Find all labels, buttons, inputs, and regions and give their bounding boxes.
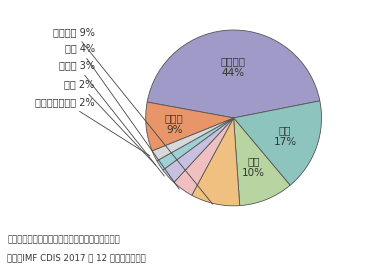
Wedge shape: [147, 30, 320, 118]
Text: 英国 2%: 英国 2%: [65, 80, 155, 165]
Text: 備考：中国は、香港の値を含んだ数値にて算出。: 備考：中国は、香港の値を含んだ数値にて算出。: [7, 235, 120, 244]
Wedge shape: [174, 118, 234, 195]
Text: ロシア 3%: ロシア 3%: [59, 60, 164, 176]
Wedge shape: [157, 118, 234, 170]
Text: 日本 4%: 日本 4%: [65, 43, 179, 189]
Text: 米国
17%: 米国 17%: [273, 125, 297, 147]
Text: フランス 9%: フランス 9%: [53, 27, 213, 204]
Text: 資料：IMF CDIS 2017 年 12 月版より作成。: 資料：IMF CDIS 2017 年 12 月版より作成。: [7, 254, 146, 263]
Wedge shape: [152, 118, 234, 161]
Wedge shape: [234, 118, 290, 206]
Wedge shape: [146, 102, 234, 151]
Wedge shape: [234, 101, 322, 185]
Text: オランダ
44%: オランダ 44%: [221, 56, 246, 78]
Text: 中国
10%: 中国 10%: [242, 156, 265, 178]
Text: その他
9%: その他 9%: [165, 113, 184, 135]
Wedge shape: [163, 118, 234, 183]
Text: ヴァージン諸島 2%: ヴァージン諸島 2%: [35, 97, 150, 155]
Wedge shape: [192, 118, 240, 206]
